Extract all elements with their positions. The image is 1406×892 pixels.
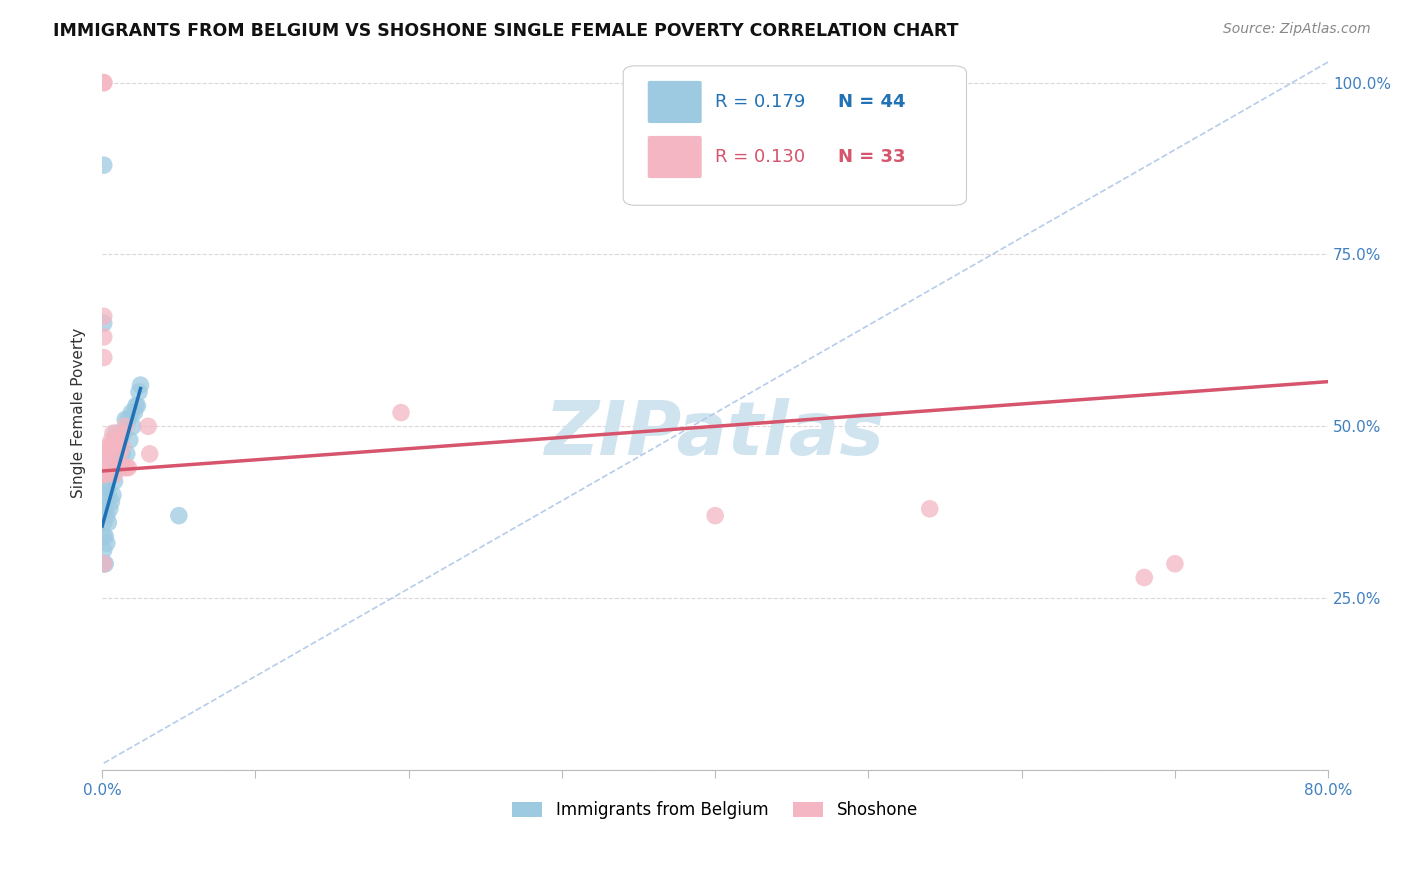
Point	[93, 330, 115, 344]
Point	[93, 316, 115, 330]
Point	[93, 351, 115, 365]
Point	[94, 475, 117, 489]
Point	[108, 447, 131, 461]
Point	[111, 447, 134, 461]
Point	[93, 76, 115, 90]
Point	[101, 426, 124, 441]
Point	[101, 488, 124, 502]
Point	[96, 481, 118, 495]
Point	[98, 467, 121, 482]
Point	[103, 433, 125, 447]
Point	[98, 440, 121, 454]
Point	[918, 501, 941, 516]
Point	[138, 447, 160, 461]
Point	[111, 440, 134, 454]
FancyBboxPatch shape	[623, 66, 966, 205]
Point	[704, 508, 727, 523]
Point	[93, 516, 115, 530]
Point	[105, 460, 128, 475]
Point	[96, 440, 118, 454]
FancyBboxPatch shape	[648, 81, 702, 123]
Point	[93, 557, 115, 571]
Point	[93, 158, 115, 172]
Point	[94, 467, 117, 482]
Point	[121, 419, 143, 434]
Point	[105, 460, 128, 475]
Point	[124, 406, 146, 420]
Point	[110, 433, 132, 447]
Point	[105, 426, 128, 441]
Point	[93, 501, 115, 516]
Point	[136, 419, 159, 434]
Point	[127, 399, 149, 413]
Point	[94, 557, 117, 571]
Point	[389, 406, 412, 420]
Point	[117, 460, 139, 475]
Point	[103, 440, 125, 454]
Text: R = 0.130: R = 0.130	[716, 148, 806, 167]
Point	[128, 384, 150, 399]
Point	[117, 412, 139, 426]
Point	[103, 475, 125, 489]
Point	[125, 399, 148, 413]
Point	[114, 419, 136, 434]
Point	[97, 516, 120, 530]
Point	[1133, 570, 1156, 584]
Point	[96, 536, 118, 550]
Point	[94, 501, 117, 516]
Point	[1164, 557, 1187, 571]
Y-axis label: Single Female Poverty: Single Female Poverty	[72, 327, 86, 498]
Text: R = 0.179: R = 0.179	[716, 93, 806, 111]
Point	[120, 406, 142, 420]
Point	[112, 460, 135, 475]
Point	[94, 529, 117, 543]
Text: IMMIGRANTS FROM BELGIUM VS SHOSHONE SINGLE FEMALE POVERTY CORRELATION CHART: IMMIGRANTS FROM BELGIUM VS SHOSHONE SING…	[53, 22, 959, 40]
Point	[96, 460, 118, 475]
Point	[100, 495, 122, 509]
Point	[167, 508, 190, 523]
Point	[118, 433, 141, 447]
Point	[97, 488, 120, 502]
Point	[129, 378, 152, 392]
Point	[100, 433, 122, 447]
Point	[93, 467, 115, 482]
Point	[110, 426, 132, 441]
Point	[93, 488, 115, 502]
Point	[101, 440, 124, 454]
Text: N = 44: N = 44	[838, 93, 905, 111]
Point	[93, 529, 115, 543]
Point	[103, 467, 125, 482]
Point	[93, 310, 115, 324]
Point	[94, 447, 117, 461]
Point	[98, 501, 121, 516]
Point	[96, 508, 118, 523]
Point	[114, 412, 136, 426]
Text: Source: ZipAtlas.com: Source: ZipAtlas.com	[1223, 22, 1371, 37]
Point	[107, 433, 129, 447]
Point	[97, 453, 120, 467]
Legend: Immigrants from Belgium, Shoshone: Immigrants from Belgium, Shoshone	[506, 795, 925, 826]
Point	[107, 460, 129, 475]
Point	[93, 76, 115, 90]
Text: ZIPatlas: ZIPatlas	[546, 398, 886, 470]
Point	[108, 447, 131, 461]
Point	[100, 453, 122, 467]
FancyBboxPatch shape	[648, 136, 702, 178]
Point	[115, 460, 138, 475]
Point	[93, 543, 115, 558]
Text: N = 33: N = 33	[838, 148, 905, 167]
Point	[93, 557, 115, 571]
Point	[115, 447, 138, 461]
Point	[112, 426, 135, 441]
